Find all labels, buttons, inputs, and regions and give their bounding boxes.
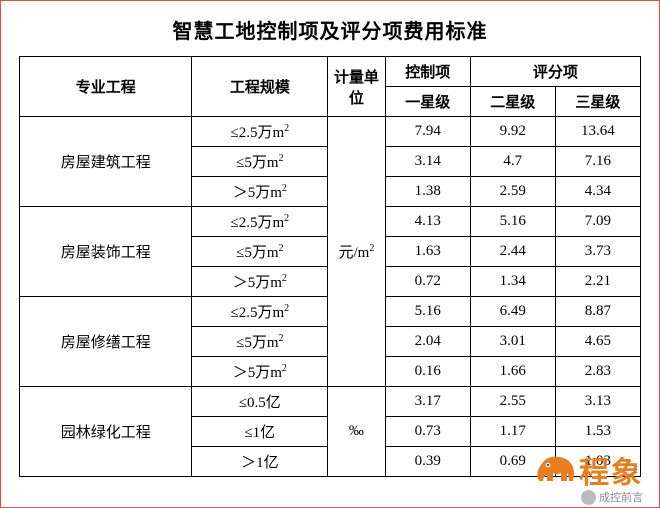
th-control: 控制项 bbox=[385, 57, 470, 87]
three-star-cell: 3.73 bbox=[555, 237, 640, 267]
scale-cell: ＞5万m2 bbox=[192, 267, 328, 297]
two-star-cell: 5.16 bbox=[470, 207, 555, 237]
three-star-cell: 7.16 bbox=[555, 147, 640, 177]
two-star-cell: 2.59 bbox=[470, 177, 555, 207]
scale-cell: ≤5万m2 bbox=[192, 237, 328, 267]
control-cell: 3.14 bbox=[385, 147, 470, 177]
control-cell: 0.73 bbox=[385, 417, 470, 447]
unit-cell: ‰ bbox=[328, 387, 385, 477]
three-star-cell: 8.87 bbox=[555, 297, 640, 327]
two-star-cell: 9.92 bbox=[470, 117, 555, 147]
two-star-cell: 1.34 bbox=[470, 267, 555, 297]
two-star-cell: 2.55 bbox=[470, 387, 555, 417]
project-cell: 房屋修缮工程 bbox=[20, 297, 192, 387]
two-star-cell: 1.66 bbox=[470, 357, 555, 387]
table-row: 园林绿化工程≤0.5亿‰3.172.553.13 bbox=[20, 387, 641, 417]
control-cell: 0.39 bbox=[385, 447, 470, 477]
control-cell: 2.04 bbox=[385, 327, 470, 357]
three-star-cell: 4.65 bbox=[555, 327, 640, 357]
watermark-subtitle-group: 成控前言 bbox=[581, 489, 643, 505]
th-score: 评分项 bbox=[470, 57, 640, 87]
three-star-cell: 3.13 bbox=[555, 387, 640, 417]
three-star-cell: 1.03 bbox=[555, 447, 640, 477]
document-page: 智慧工地控制项及评分项费用标准 专业工程 工程规模 计量单位 控制项 评分项 一… bbox=[0, 0, 660, 508]
fee-table: 专业工程 工程规模 计量单位 控制项 评分项 一星级 二星级 三星级 房屋建筑工… bbox=[19, 56, 641, 477]
three-star-cell: 2.83 bbox=[555, 357, 640, 387]
project-cell: 房屋装饰工程 bbox=[20, 207, 192, 297]
unit-cell: 元/m2 bbox=[328, 117, 385, 387]
th-three-star: 三星级 bbox=[555, 87, 640, 117]
th-project: 专业工程 bbox=[20, 57, 192, 117]
two-star-cell: 6.49 bbox=[470, 297, 555, 327]
two-star-cell: 3.01 bbox=[470, 327, 555, 357]
scale-cell: ≤0.5亿 bbox=[192, 387, 328, 417]
project-cell: 房屋建筑工程 bbox=[20, 117, 192, 207]
two-star-cell: 0.69 bbox=[470, 447, 555, 477]
control-cell: 5.16 bbox=[385, 297, 470, 327]
control-cell: 1.38 bbox=[385, 177, 470, 207]
scale-cell: ≤5万m2 bbox=[192, 327, 328, 357]
three-star-cell: 4.34 bbox=[555, 177, 640, 207]
scale-cell: ＞5万m2 bbox=[192, 357, 328, 387]
scale-cell: ＞1亿 bbox=[192, 447, 328, 477]
scale-cell: ≤2.5万m2 bbox=[192, 297, 328, 327]
three-star-cell: 7.09 bbox=[555, 207, 640, 237]
scale-cell: ≤1亿 bbox=[192, 417, 328, 447]
three-star-cell: 2.21 bbox=[555, 267, 640, 297]
watermark-subtitle: 成控前言 bbox=[599, 489, 643, 505]
control-cell: 4.13 bbox=[385, 207, 470, 237]
scale-cell: ≤5万m2 bbox=[192, 147, 328, 177]
control-cell: 1.63 bbox=[385, 237, 470, 267]
three-star-cell: 13.64 bbox=[555, 117, 640, 147]
two-star-cell: 4.7 bbox=[470, 147, 555, 177]
th-two-star: 二星级 bbox=[470, 87, 555, 117]
avatar-icon bbox=[581, 490, 596, 505]
control-cell: 7.94 bbox=[385, 117, 470, 147]
th-one-star: 一星级 bbox=[385, 87, 470, 117]
th-scale: 工程规模 bbox=[192, 57, 328, 117]
control-cell: 0.72 bbox=[385, 267, 470, 297]
scale-cell: ≤2.5万m2 bbox=[192, 117, 328, 147]
scale-cell: ＞5万m2 bbox=[192, 177, 328, 207]
th-unit: 计量单位 bbox=[328, 57, 385, 117]
two-star-cell: 1.17 bbox=[470, 417, 555, 447]
page-title: 智慧工地控制项及评分项费用标准 bbox=[19, 15, 641, 44]
scale-cell: ≤2.5万m2 bbox=[192, 207, 328, 237]
table-row: 房屋建筑工程≤2.5万m2元/m27.949.9213.64 bbox=[20, 117, 641, 147]
control-cell: 3.17 bbox=[385, 387, 470, 417]
two-star-cell: 2.44 bbox=[470, 237, 555, 267]
project-cell: 园林绿化工程 bbox=[20, 387, 192, 477]
control-cell: 0.16 bbox=[385, 357, 470, 387]
three-star-cell: 1.53 bbox=[555, 417, 640, 447]
